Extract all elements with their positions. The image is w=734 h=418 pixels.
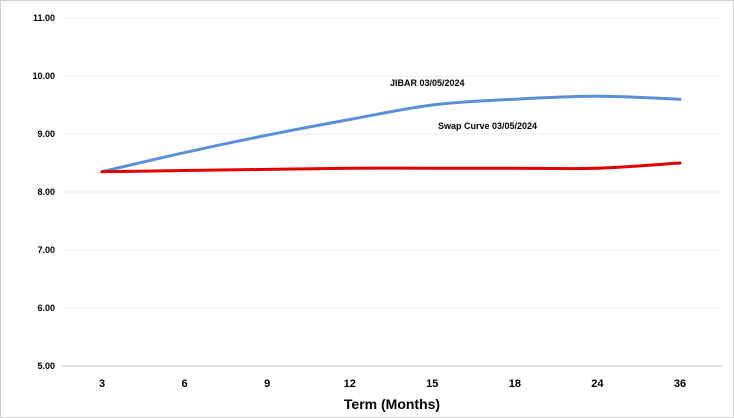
x-tick-label: 18 [509, 378, 521, 390]
series-label-swap-curve: Swap Curve 03/05/2024 [438, 121, 537, 131]
x-tick-label: 36 [674, 378, 686, 390]
x-tick-label: 12 [344, 378, 356, 390]
y-tick-label: 10.00 [32, 71, 55, 81]
gridlines [62, 17, 722, 309]
series-line-0 [100, 94, 682, 174]
y-tick-label: 9.00 [37, 129, 55, 139]
x-tick-label: 9 [264, 378, 270, 390]
y-tick-label: 7.00 [37, 245, 55, 255]
x-tick-label: 24 [591, 378, 604, 390]
series-line-1 [100, 161, 682, 174]
x-axis-title: Term (Months) [344, 396, 440, 412]
x-axis-ticks: 3 6 9 12 15 18 24 36 [99, 378, 686, 390]
y-tick-label: 11.00 [33, 13, 55, 23]
y-axis-ticks: 5.00 6.00 7.00 8.00 9.00 10.00 11.00 [32, 13, 55, 371]
x-tick-label: 6 [182, 378, 188, 390]
y-tick-label: 8.00 [37, 187, 55, 197]
y-tick-label: 5.00 [37, 361, 55, 371]
series-labels: JIBAR 03/05/2024 Swap Curve 03/05/2024 [390, 78, 537, 131]
y-tick-label: 6.00 [37, 303, 55, 313]
x-tick-label: 3 [99, 378, 105, 390]
series-label-jibar: JIBAR 03/05/2024 [390, 78, 465, 88]
series-lines [100, 94, 682, 174]
x-tick-label: 15 [426, 378, 438, 390]
